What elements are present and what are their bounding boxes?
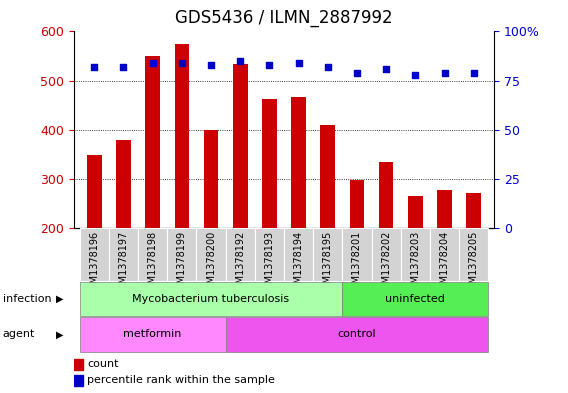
Bar bbox=[350, 180, 364, 228]
Point bbox=[177, 60, 186, 66]
Point bbox=[236, 58, 245, 64]
Bar bbox=[313, 228, 343, 281]
Bar bbox=[320, 125, 335, 228]
Bar bbox=[116, 141, 131, 228]
Point bbox=[382, 66, 391, 72]
Text: infection: infection bbox=[3, 294, 52, 304]
Text: GSM1378195: GSM1378195 bbox=[323, 231, 333, 296]
Bar bbox=[80, 228, 109, 281]
Bar bbox=[437, 190, 452, 228]
Bar bbox=[197, 228, 225, 281]
Bar bbox=[204, 130, 218, 228]
Point bbox=[148, 60, 157, 66]
Point bbox=[90, 64, 99, 70]
Text: metformin: metformin bbox=[123, 329, 182, 340]
Bar bbox=[401, 228, 430, 281]
Text: GSM1378204: GSM1378204 bbox=[440, 231, 449, 296]
Text: GSM1378197: GSM1378197 bbox=[119, 231, 128, 296]
Text: GSM1378193: GSM1378193 bbox=[265, 231, 274, 296]
Text: GSM1378202: GSM1378202 bbox=[381, 231, 391, 296]
Bar bbox=[371, 228, 401, 281]
Bar bbox=[74, 375, 83, 386]
Text: Mycobacterium tuberculosis: Mycobacterium tuberculosis bbox=[132, 294, 290, 304]
Bar bbox=[291, 97, 306, 228]
Text: GSM1378203: GSM1378203 bbox=[410, 231, 420, 296]
Bar bbox=[167, 228, 197, 281]
Text: ▶: ▶ bbox=[56, 329, 63, 340]
Bar bbox=[255, 228, 284, 281]
Point bbox=[323, 64, 332, 70]
Point bbox=[207, 62, 216, 68]
Text: GSM1378205: GSM1378205 bbox=[469, 231, 479, 296]
Bar bbox=[233, 64, 248, 228]
Bar bbox=[109, 228, 138, 281]
Point bbox=[469, 70, 478, 76]
Bar bbox=[225, 228, 255, 281]
Text: GSM1378199: GSM1378199 bbox=[177, 231, 187, 296]
Bar bbox=[80, 282, 343, 316]
Bar bbox=[430, 228, 459, 281]
Point bbox=[265, 62, 274, 68]
Title: GDS5436 / ILMN_2887992: GDS5436 / ILMN_2887992 bbox=[175, 9, 393, 28]
Bar bbox=[408, 196, 423, 228]
Bar bbox=[145, 56, 160, 228]
Text: GSM1378198: GSM1378198 bbox=[148, 231, 158, 296]
Point bbox=[411, 72, 420, 78]
Text: GSM1378194: GSM1378194 bbox=[294, 231, 303, 296]
Point bbox=[119, 64, 128, 70]
Bar bbox=[80, 317, 225, 352]
Bar bbox=[262, 99, 277, 228]
Bar bbox=[284, 228, 313, 281]
Point bbox=[352, 70, 361, 76]
Bar bbox=[343, 228, 371, 281]
Text: control: control bbox=[337, 329, 376, 340]
Bar bbox=[459, 228, 488, 281]
Bar bbox=[466, 193, 481, 228]
Text: GSM1378201: GSM1378201 bbox=[352, 231, 362, 296]
Text: percentile rank within the sample: percentile rank within the sample bbox=[87, 375, 275, 385]
Point bbox=[294, 60, 303, 66]
Bar bbox=[74, 359, 83, 369]
Text: GSM1378196: GSM1378196 bbox=[89, 231, 99, 296]
Bar bbox=[343, 282, 488, 316]
Bar bbox=[225, 317, 488, 352]
Bar bbox=[138, 228, 167, 281]
Text: count: count bbox=[87, 359, 119, 369]
Text: GSM1378200: GSM1378200 bbox=[206, 231, 216, 296]
Bar bbox=[379, 162, 394, 228]
Bar bbox=[174, 44, 189, 228]
Text: ▶: ▶ bbox=[56, 294, 63, 304]
Text: uninfected: uninfected bbox=[386, 294, 445, 304]
Text: GSM1378192: GSM1378192 bbox=[235, 231, 245, 296]
Text: agent: agent bbox=[3, 329, 35, 340]
Point bbox=[440, 70, 449, 76]
Bar bbox=[87, 155, 102, 228]
